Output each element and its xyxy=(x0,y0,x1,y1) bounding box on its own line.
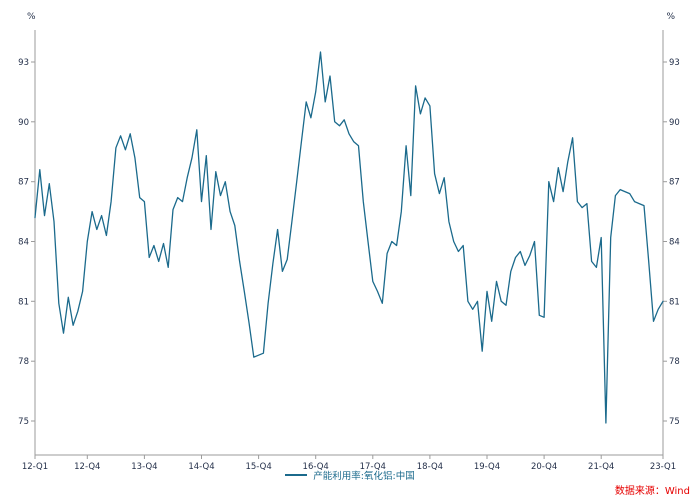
svg-text:78: 78 xyxy=(18,357,29,367)
svg-text:75: 75 xyxy=(18,417,29,427)
legend: 产能利用率:氧化铝:中国 xyxy=(0,468,700,482)
y-axis-unit-left: % xyxy=(27,12,36,22)
svg-text:90: 90 xyxy=(669,118,680,128)
svg-text:87: 87 xyxy=(18,178,29,188)
data-source-label: 数据来源：Wind xyxy=(614,486,690,497)
svg-text:17-Q4: 17-Q4 xyxy=(360,462,386,472)
legend-label: 产能利用率:氧化铝:中国 xyxy=(313,471,415,482)
svg-text:21-Q4: 21-Q4 xyxy=(588,462,614,472)
svg-text:81: 81 xyxy=(669,297,680,307)
svg-text:84: 84 xyxy=(18,238,29,248)
svg-text:23-Q1: 23-Q1 xyxy=(650,462,676,472)
svg-text:16-Q4: 16-Q4 xyxy=(303,462,329,472)
y-axis-unit-right: % xyxy=(666,12,675,22)
svg-text:13-Q4: 13-Q4 xyxy=(131,462,157,472)
svg-text:87: 87 xyxy=(669,178,680,188)
svg-text:93: 93 xyxy=(669,58,680,68)
legend-line-swatch xyxy=(285,474,308,476)
svg-text:12-Q1: 12-Q1 xyxy=(22,462,48,472)
svg-text:81: 81 xyxy=(18,297,29,307)
svg-text:75: 75 xyxy=(669,417,680,427)
svg-text:78: 78 xyxy=(669,357,680,367)
svg-text:90: 90 xyxy=(18,118,29,128)
svg-text:18-Q4: 18-Q4 xyxy=(417,462,443,472)
svg-text:20-Q4: 20-Q4 xyxy=(531,462,557,472)
svg-text:14-Q4: 14-Q4 xyxy=(188,462,214,472)
svg-text:12-Q4: 12-Q4 xyxy=(74,462,100,472)
svg-text:19-Q4: 19-Q4 xyxy=(474,462,500,472)
svg-text:93: 93 xyxy=(18,58,29,68)
svg-text:84: 84 xyxy=(669,238,680,248)
svg-text:15-Q4: 15-Q4 xyxy=(245,462,271,472)
